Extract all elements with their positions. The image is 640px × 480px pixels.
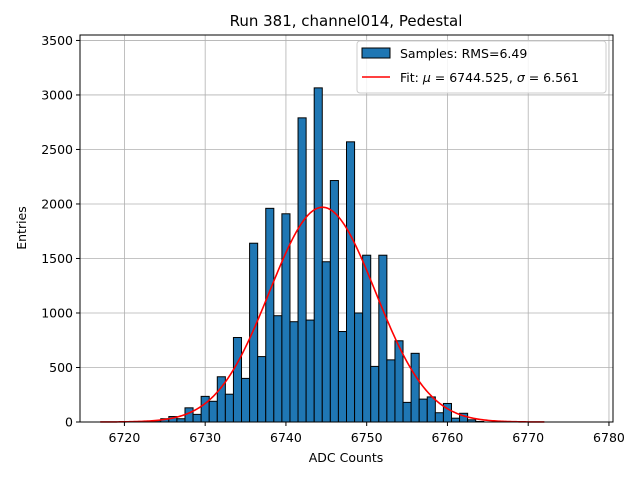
histogram-bar bbox=[426, 396, 436, 423]
histogram-bar bbox=[370, 365, 380, 423]
y-tick-label: 3500 bbox=[41, 33, 73, 48]
y-tick-label: 3000 bbox=[41, 87, 73, 102]
histogram-bar bbox=[249, 242, 259, 423]
histogram-bar bbox=[418, 398, 428, 423]
histogram-bar bbox=[257, 356, 267, 423]
histogram-bar bbox=[329, 180, 339, 423]
legend-fit-mu-symbol: μ bbox=[422, 70, 431, 85]
histogram-bar bbox=[321, 261, 331, 423]
x-tick-label: 6720 bbox=[109, 430, 141, 445]
histogram-bar bbox=[273, 315, 283, 423]
y-tick-label: 2500 bbox=[41, 142, 73, 157]
legend-fit-mu-value: = 6744.525, bbox=[431, 70, 517, 85]
histogram-bar bbox=[313, 87, 323, 423]
legend-fit-sigma-value: = 6.561 bbox=[525, 70, 579, 85]
histogram-bar bbox=[232, 337, 243, 423]
histogram-bar bbox=[450, 417, 461, 423]
y-axis-ticks: 0 500 1000 1500 2000 2500 3000 3500 bbox=[41, 33, 80, 430]
legend: Samples: RMS=6.49 Fit: μ = 6744.525, σ =… bbox=[356, 40, 607, 94]
histogram-bar bbox=[297, 117, 307, 423]
x-tick-label: 6740 bbox=[270, 430, 302, 445]
histogram-bar bbox=[402, 401, 412, 423]
histogram-bar bbox=[386, 359, 396, 423]
legend-fit-prefix: Fit: bbox=[400, 70, 423, 85]
histogram-bar bbox=[265, 207, 275, 423]
histogram-bar bbox=[337, 331, 348, 423]
x-axis-label: ADC Counts bbox=[309, 450, 384, 465]
x-tick-label: 6780 bbox=[593, 430, 625, 445]
histogram-bar bbox=[305, 319, 315, 423]
histogram-bar bbox=[354, 312, 364, 423]
legend-fit-label: Fit: μ = 6744.525, σ = 6.561 bbox=[400, 70, 579, 85]
y-tick-label: 0 bbox=[65, 415, 73, 430]
histogram-bar bbox=[378, 254, 388, 423]
x-tick-label: 6750 bbox=[351, 430, 383, 445]
x-tick-label: 6770 bbox=[512, 430, 544, 445]
x-axis-ticks: 6720 6730 6740 6750 6760 6770 6780 bbox=[109, 422, 625, 445]
histogram-bar bbox=[224, 393, 234, 423]
legend-histogram-swatch bbox=[361, 47, 391, 59]
y-tick-label: 1500 bbox=[41, 251, 73, 266]
legend-box bbox=[356, 40, 607, 94]
histogram-bar bbox=[362, 254, 372, 423]
histogram-bar bbox=[208, 400, 218, 423]
histogram-bar bbox=[434, 412, 444, 423]
histogram-bar bbox=[192, 413, 202, 423]
x-tick-label: 6760 bbox=[432, 430, 464, 445]
legend-fit-sigma-symbol: σ bbox=[517, 70, 526, 85]
chart-title: Run 381, channel014, Pedestal bbox=[230, 12, 463, 30]
histogram-bar bbox=[410, 352, 420, 423]
histogram-bar bbox=[289, 321, 299, 423]
histogram-bar bbox=[241, 377, 251, 423]
legend-histogram-label: Samples: RMS=6.49 bbox=[400, 46, 527, 61]
x-tick-label: 6730 bbox=[189, 430, 221, 445]
histogram-bar bbox=[346, 141, 356, 423]
y-tick-label: 2000 bbox=[41, 196, 73, 211]
plot-frame bbox=[79, 34, 614, 423]
fit-curve-group bbox=[100, 206, 545, 423]
y-axis-label: Entries bbox=[14, 206, 29, 250]
y-tick-label: 1000 bbox=[41, 305, 73, 320]
gaussian-fit-curve bbox=[100, 206, 545, 423]
y-tick-label: 500 bbox=[49, 360, 73, 375]
